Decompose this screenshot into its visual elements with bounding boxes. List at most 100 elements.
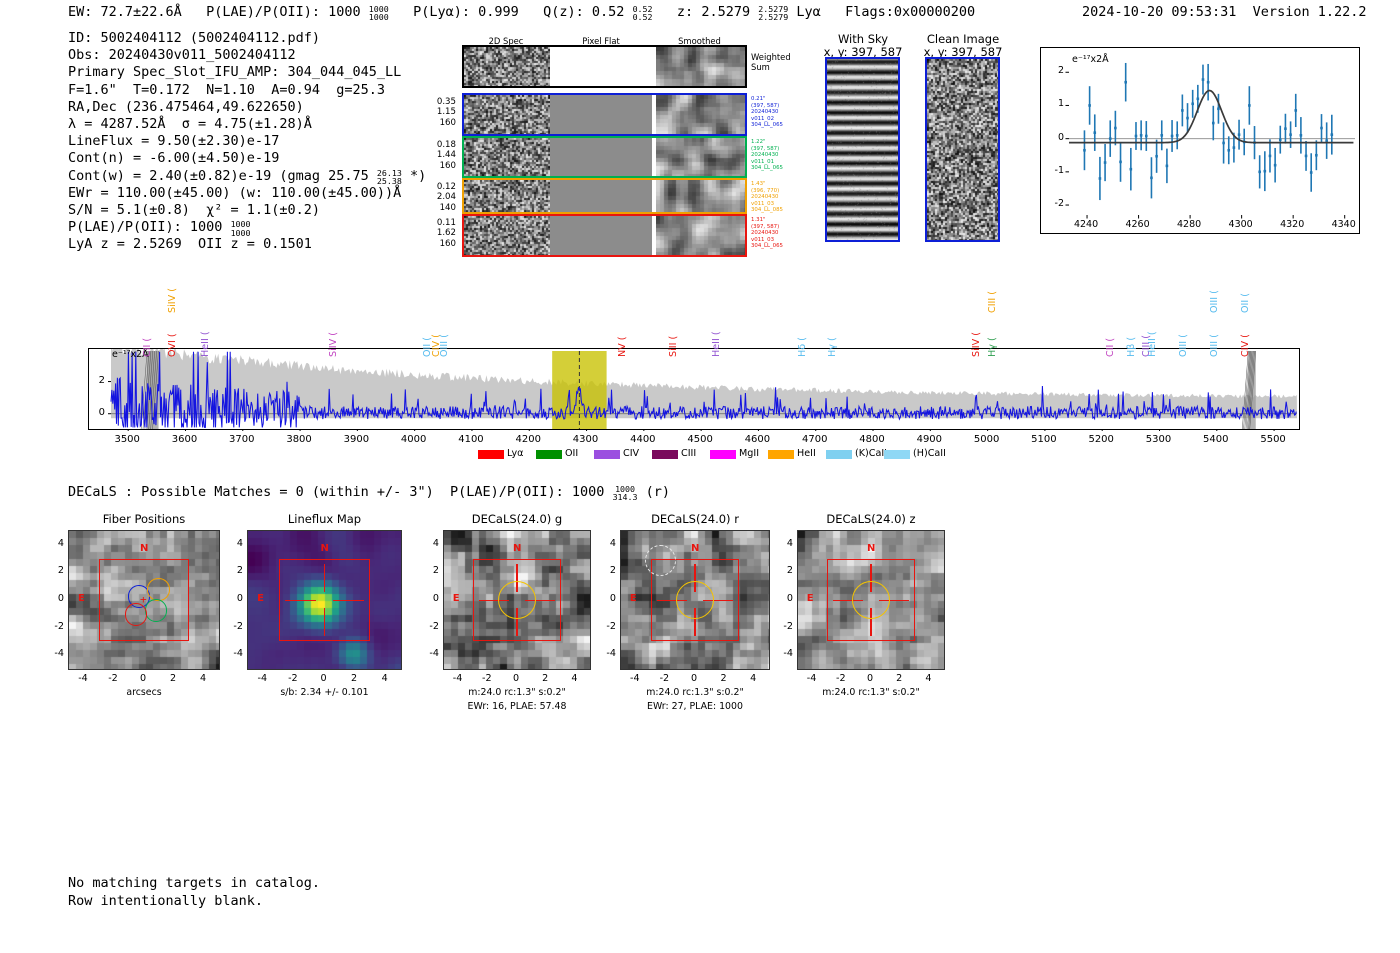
thumb-caption: EWr: 27, PLAE: 1000 bbox=[647, 701, 743, 712]
thumb-y-tick: 0 bbox=[57, 593, 64, 604]
spectrum-x-tick: 5100 bbox=[1031, 434, 1057, 445]
legend-label: Lyα bbox=[507, 448, 524, 459]
crosshair-arm bbox=[479, 599, 509, 601]
decals-match-line: DECaLS : Possible Matches = 0 (within +/… bbox=[68, 484, 671, 503]
linefit-y-tick: 2 bbox=[1057, 65, 1064, 77]
north-label: N bbox=[320, 543, 329, 555]
thumb-y-tick: -4 bbox=[606, 648, 616, 660]
emission-line-label: Hδ ( bbox=[796, 337, 808, 357]
east-label: E bbox=[629, 593, 637, 604]
emission-line-label: Hγ ( bbox=[826, 337, 838, 357]
cutout-right-meta: 1.22" (397, 587) 20240430 v011_01 304_LL_065 bbox=[751, 139, 783, 172]
aperture-box bbox=[650, 558, 740, 642]
sky-panel-title: With Sky bbox=[837, 32, 889, 46]
fiber-circle bbox=[147, 578, 170, 601]
emission-line-label: CIV ( bbox=[1240, 334, 1252, 357]
aperture-box bbox=[278, 558, 371, 642]
aperture-box bbox=[827, 558, 915, 642]
legend-label: CIV bbox=[623, 448, 640, 459]
legend-label: HeII bbox=[797, 448, 816, 459]
cutout-left-stats: 0.18 1.44 160 bbox=[436, 140, 456, 171]
emission-line-label: SiII ( bbox=[667, 335, 679, 357]
cutout-column-title: Smoothed bbox=[678, 36, 721, 46]
thumb-x-tick: 4 bbox=[925, 673, 932, 684]
fiber-circle bbox=[124, 603, 147, 626]
info-cont-w: Cont(w) = 2.40(±0.82)e-19 (gmag 25.75 26… bbox=[68, 167, 427, 187]
spec-cutout-row bbox=[462, 214, 747, 257]
thumb-x-tick: 0 bbox=[690, 673, 698, 684]
header-summary-prefix: EW: 72.7±22.6Å P(LAE)/P(OII): 1000 bbox=[68, 4, 369, 20]
thumb-caption: m:24.0 rc:1.3" s:0.2" bbox=[646, 687, 744, 698]
info-obs: Obs: 20240430v011_5002404112 bbox=[68, 47, 296, 64]
spectrum-x-tick: 5300 bbox=[1145, 434, 1172, 445]
emission-line-label: OIII ( bbox=[1177, 334, 1189, 357]
photometry-aperture bbox=[852, 581, 890, 619]
thumb-x-tick: 0 bbox=[139, 673, 147, 684]
legend-swatch bbox=[884, 450, 910, 459]
thumb-x-tick: 4 bbox=[381, 673, 388, 684]
thumb-x-tick: 0 bbox=[866, 673, 874, 684]
emission-line-label: SiIV ( bbox=[971, 332, 983, 357]
qz-fraction: 0.52 0.52 bbox=[632, 4, 653, 23]
thumbnail-image: N E + bbox=[68, 530, 220, 670]
legend-label: (H)CaII bbox=[913, 448, 946, 459]
thumb-x-tick: 4 bbox=[199, 673, 207, 684]
legend-swatch bbox=[768, 450, 794, 459]
spectrum-x-tick: 4400 bbox=[630, 434, 656, 445]
spectrum-x-tick: 4200 bbox=[515, 434, 541, 445]
cutout-left-stats: 0.35 1.15 160 bbox=[436, 97, 456, 128]
thumb-x-tick: -2 bbox=[659, 673, 670, 684]
legend-swatch bbox=[710, 450, 736, 459]
cutout-left-stats: 0.11 1.62 160 bbox=[436, 218, 456, 249]
emission-line-label: HeII ( bbox=[200, 331, 212, 357]
linefit-x-tick: 4340 bbox=[1331, 219, 1356, 230]
thumb-y-tick: 4 bbox=[609, 537, 616, 549]
crosshair-arm bbox=[323, 607, 326, 636]
clean-image bbox=[925, 57, 1000, 242]
thumb-x-tick: -4 bbox=[806, 673, 817, 684]
thumb-y-tick: -4 bbox=[54, 648, 64, 660]
thumbnail-title: Fiber Positions bbox=[102, 512, 186, 526]
emission-line-label: HeII ( bbox=[1147, 331, 1159, 357]
thumb-y-tick: 2 bbox=[786, 565, 793, 577]
photometry-aperture bbox=[498, 581, 536, 619]
sky-panel-coords: x, y: 397, 587 bbox=[923, 45, 1003, 59]
thumb-x-tick: 2 bbox=[351, 673, 358, 684]
thumb-x-tick: 2 bbox=[542, 673, 549, 684]
spectrum-plot-frame bbox=[88, 348, 1300, 431]
crosshair-arm bbox=[516, 607, 518, 636]
crosshair-arm bbox=[694, 607, 696, 636]
emission-line-label: OIII ( bbox=[1209, 334, 1221, 357]
linefit-y-tick: -2 bbox=[1054, 198, 1064, 210]
thumb-x-tick: 4 bbox=[571, 673, 578, 684]
thumb-x-tick: 2 bbox=[169, 673, 177, 684]
thumb-y-tick: 0 bbox=[786, 593, 793, 604]
thumbnail-title: DECaLS(24.0) z bbox=[826, 512, 916, 526]
legend-label: OII bbox=[565, 448, 579, 459]
spectrum-x-tick: 4600 bbox=[744, 434, 771, 445]
north-label: N bbox=[140, 543, 149, 555]
crosshair-arm bbox=[694, 564, 696, 593]
info-radec: RA,Dec (236.475464,49.622650) bbox=[68, 98, 304, 115]
linefit-x-tick: 4320 bbox=[1280, 219, 1305, 230]
emission-line-label: SiIV ( bbox=[328, 332, 340, 357]
emission-line-label: Hγ ( bbox=[987, 337, 999, 357]
neighbor-aperture bbox=[644, 545, 676, 577]
legend-swatch bbox=[594, 450, 620, 459]
info-slot: Primary Spec_Slot_IFU_AMP: 304_044_045_L… bbox=[68, 64, 402, 81]
info-seeing: F=1.6" T=0.172 N=1.10 A=0.94 g=25.3 bbox=[68, 81, 385, 98]
thumb-y-tick: -4 bbox=[429, 648, 439, 660]
emission-line-label: Hβ ( bbox=[1125, 336, 1137, 357]
info-plae-fraction: 1000 1000 bbox=[230, 219, 251, 238]
crosshair-arm bbox=[525, 599, 555, 601]
linefit-y-tick: 0 bbox=[1057, 131, 1064, 143]
spectrum-x-tick: 5500 bbox=[1260, 434, 1286, 445]
thumb-x-tick: -2 bbox=[482, 673, 492, 684]
spec-cutout-row bbox=[462, 45, 747, 88]
info-sn: S/N = 5.1(±0.8) χ² = 1.1(±0.2) bbox=[68, 202, 320, 219]
cutout-right-meta: 1.31" (397, 587) 20240430 v011_03 304_LL_065 bbox=[751, 217, 783, 250]
thumb-caption: EWr: 16, PLAE: 57.48 bbox=[467, 701, 567, 712]
spectrum-flux-units: e⁻¹⁷x2Å bbox=[112, 349, 149, 360]
thumb-x-tick: -4 bbox=[257, 673, 268, 684]
